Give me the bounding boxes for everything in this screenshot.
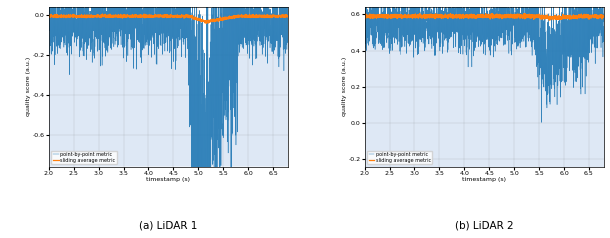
Y-axis label: quality score (a.u.): quality score (a.u.) <box>342 57 347 116</box>
Title: (b) LiDAR 2: (b) LiDAR 2 <box>455 220 514 230</box>
sliding average metric <box>596 16 603 19</box>
point-by-point metric <box>254 0 262 1</box>
point-by-point metric <box>403 11 410 14</box>
point-by-point metric <box>596 29 603 31</box>
sliding average metric <box>284 14 292 17</box>
sliding average metric <box>447 12 454 15</box>
sliding average metric <box>600 14 608 17</box>
sliding average metric <box>99 13 106 15</box>
sliding average metric <box>570 15 577 18</box>
sliding average metric <box>45 15 52 17</box>
sliding average metric <box>148 15 155 18</box>
sliding average metric <box>280 14 287 17</box>
Legend: point-by-point metric, sliding average metric: point-by-point metric, sliding average m… <box>367 150 432 164</box>
sliding average metric <box>388 17 395 20</box>
Line: sliding average metric: sliding average metric <box>365 14 604 20</box>
point-by-point metric <box>600 6 608 9</box>
Legend: point-by-point metric, sliding average metric: point-by-point metric, sliding average m… <box>51 150 117 164</box>
sliding average metric <box>254 15 262 18</box>
point-by-point metric <box>463 48 470 51</box>
point-by-point metric <box>137 37 144 40</box>
sliding average metric <box>403 14 410 17</box>
point-by-point metric <box>570 35 577 38</box>
point-by-point metric <box>361 19 368 22</box>
point-by-point metric <box>537 121 545 124</box>
sliding average metric <box>545 19 553 22</box>
point-by-point metric <box>87 48 94 51</box>
Y-axis label: quality score (a.u.): quality score (a.u.) <box>26 57 31 116</box>
X-axis label: timestamp (s): timestamp (s) <box>462 177 506 182</box>
sliding average metric <box>361 14 368 17</box>
sliding average metric <box>73 15 80 18</box>
sliding average metric <box>87 14 94 17</box>
X-axis label: timestamp (s): timestamp (s) <box>146 177 190 182</box>
sliding average metric <box>453 14 460 17</box>
point-by-point metric <box>45 14 52 17</box>
Title: (a) LiDAR 1: (a) LiDAR 1 <box>139 220 198 230</box>
point-by-point metric <box>280 11 287 14</box>
Line: sliding average metric: sliding average metric <box>49 14 288 23</box>
sliding average metric <box>137 15 145 18</box>
sliding average metric <box>203 22 210 25</box>
point-by-point metric <box>73 18 80 21</box>
point-by-point metric <box>147 20 154 22</box>
point-by-point metric <box>284 24 292 27</box>
Line: point-by-point metric: point-by-point metric <box>365 0 604 123</box>
point-by-point metric <box>388 35 395 38</box>
sliding average metric <box>463 15 470 18</box>
point-by-point metric <box>453 18 460 20</box>
Line: point-by-point metric: point-by-point metric <box>49 0 288 238</box>
